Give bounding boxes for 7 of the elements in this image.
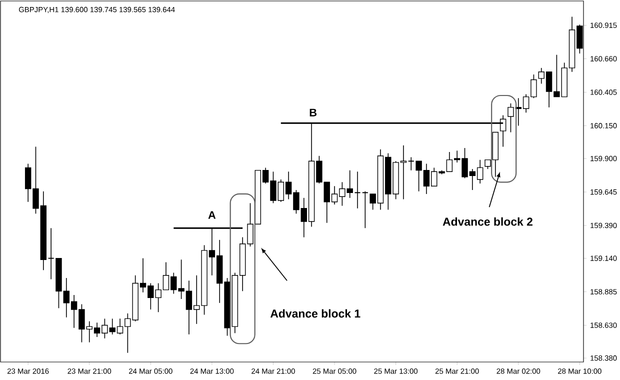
annotation: Advance block 1 bbox=[270, 309, 360, 318]
annotation: B bbox=[310, 108, 317, 116]
candlestick bbox=[362, 190, 368, 228]
candlestick bbox=[508, 102, 514, 133]
annotation: Advance block 2 bbox=[442, 217, 532, 226]
annotation: A bbox=[208, 211, 216, 219]
candlestick bbox=[354, 171, 361, 209]
